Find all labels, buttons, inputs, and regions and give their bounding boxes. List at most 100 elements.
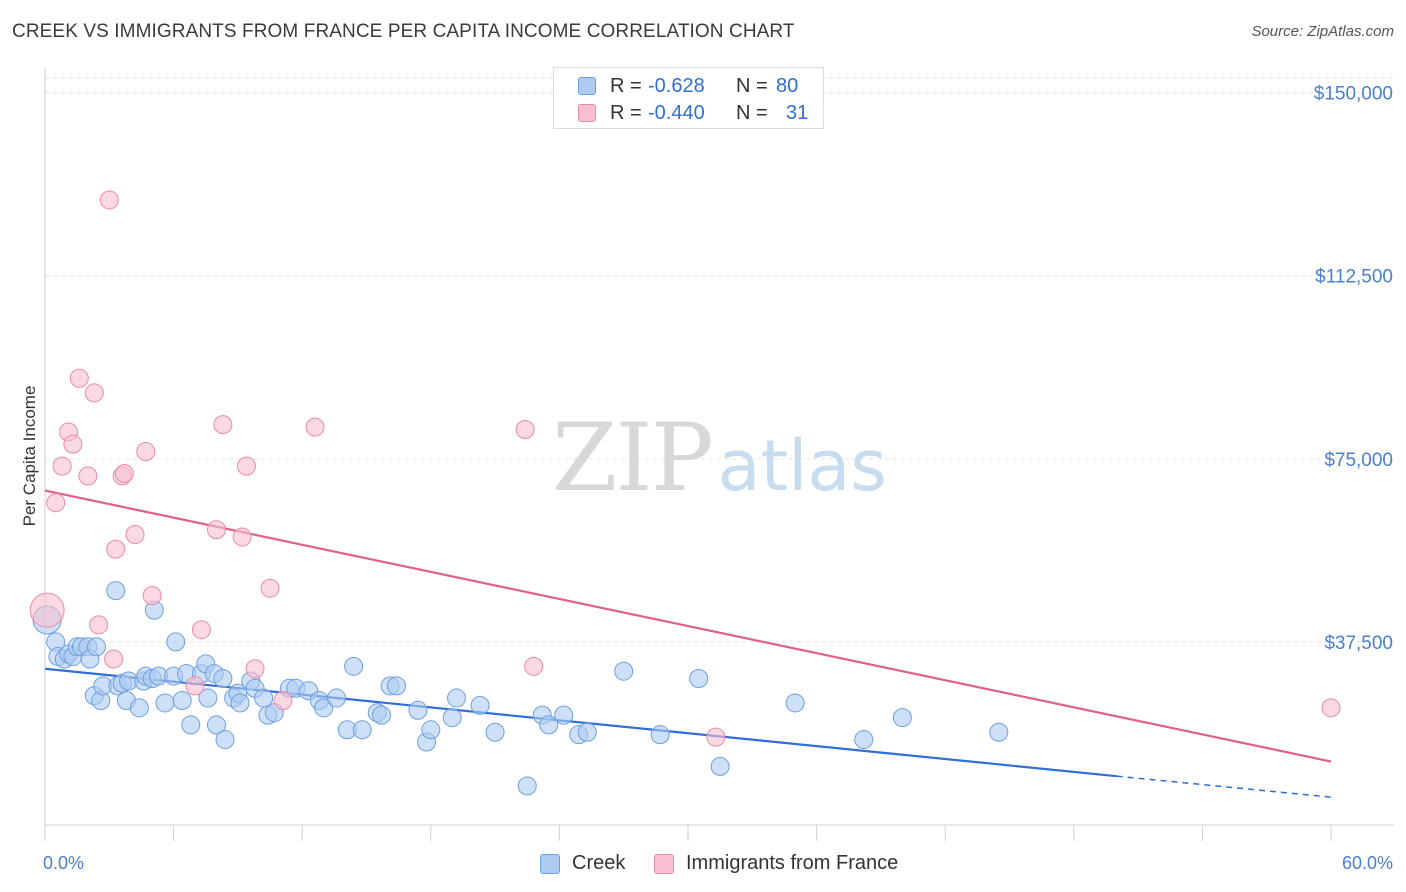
france-point bbox=[106, 539, 126, 559]
france-point bbox=[63, 434, 83, 454]
n-label: N = bbox=[736, 102, 768, 124]
france-point bbox=[29, 592, 65, 628]
creek-point bbox=[344, 656, 364, 676]
france-swatch bbox=[578, 104, 596, 122]
r-label: R = bbox=[610, 75, 642, 97]
creek-point bbox=[155, 693, 175, 713]
creek-point bbox=[86, 637, 106, 657]
france-point bbox=[706, 727, 726, 747]
creek-point bbox=[854, 730, 874, 750]
france-point bbox=[89, 615, 109, 635]
creek-point bbox=[470, 695, 490, 715]
creek-point bbox=[517, 776, 537, 796]
r-label: R = bbox=[610, 102, 642, 124]
france-point bbox=[46, 493, 66, 513]
creek-point bbox=[352, 720, 372, 740]
creek-swatch bbox=[540, 854, 560, 874]
r-value: -0.628 bbox=[648, 75, 705, 97]
creek-point bbox=[198, 688, 218, 708]
creek-point bbox=[213, 669, 233, 689]
france-point bbox=[232, 527, 252, 547]
creek-point bbox=[215, 730, 235, 750]
france-point bbox=[524, 656, 544, 676]
creek-point bbox=[230, 693, 250, 713]
france-point bbox=[52, 456, 72, 476]
creek-point bbox=[710, 756, 730, 776]
creek-point bbox=[106, 581, 126, 601]
n-value: 80 bbox=[776, 75, 799, 97]
creek-point bbox=[539, 715, 559, 735]
creek-point bbox=[181, 715, 201, 735]
creek-point bbox=[447, 688, 467, 708]
france-point bbox=[136, 442, 156, 461]
creek-point bbox=[372, 705, 392, 725]
france-point bbox=[213, 415, 233, 435]
france-trend-line bbox=[44, 489, 1332, 763]
stats-legend: R = -0.628 N = 80 R = -0.440 N = 31 bbox=[553, 67, 824, 129]
n-label: N = bbox=[736, 75, 768, 97]
creek-point bbox=[577, 722, 597, 742]
watermark: ZIPatlas bbox=[552, 404, 887, 513]
y-tick-label: $75,000 bbox=[1324, 450, 1393, 471]
france-point bbox=[78, 466, 98, 486]
france-point bbox=[104, 649, 124, 669]
legend-label-france: Immigrants from France bbox=[686, 852, 899, 874]
creek-point bbox=[314, 698, 334, 718]
france-point bbox=[245, 659, 265, 679]
watermark-zip: ZIP bbox=[552, 404, 714, 513]
creek-point bbox=[650, 725, 670, 745]
creek-point bbox=[989, 722, 1009, 742]
creek-point bbox=[442, 708, 462, 728]
y-axis-label: Per Capita Income bbox=[20, 386, 39, 527]
creek-points bbox=[32, 581, 1009, 796]
france-point bbox=[273, 691, 293, 710]
france-point bbox=[305, 417, 325, 437]
series-legend: Creek Immigrants from France bbox=[0, 852, 1406, 878]
creek-point bbox=[129, 698, 149, 718]
france-point bbox=[1321, 698, 1341, 718]
creek-trend-extension bbox=[1116, 775, 1332, 798]
r-value: -0.440 bbox=[648, 102, 705, 124]
creek-point bbox=[326, 688, 346, 708]
france-point bbox=[206, 520, 226, 540]
watermark-atlas: atlas bbox=[717, 425, 887, 507]
france-point bbox=[84, 383, 104, 403]
creek-swatch bbox=[578, 77, 596, 95]
creek-point bbox=[485, 722, 505, 742]
x-tick-label: 0.0% bbox=[43, 853, 84, 873]
france-point bbox=[260, 578, 280, 598]
y-tick-label: $112,500 bbox=[1315, 267, 1393, 288]
creek-point bbox=[614, 661, 634, 681]
y-tick-label: $37,500 bbox=[1324, 633, 1393, 654]
france-point bbox=[142, 586, 162, 606]
grid-lines bbox=[45, 77, 1394, 643]
axis-labels: $37,500 $75,000 $112,500 $150,000 0.0% 60.0% P… bbox=[20, 84, 1393, 873]
creek-point bbox=[172, 691, 192, 710]
y-tick-label: $150,000 bbox=[1314, 84, 1393, 105]
source-credit: Source: ZipAtlas.com bbox=[1251, 23, 1394, 40]
creek-point bbox=[387, 676, 407, 696]
chart-title: CREEK VS IMMIGRANTS FROM FRANCE PER CAPI… bbox=[12, 21, 795, 42]
france-point bbox=[185, 676, 205, 696]
creek-point bbox=[689, 669, 709, 689]
france-point bbox=[191, 620, 211, 640]
creek-point bbox=[785, 693, 805, 713]
france-point bbox=[114, 463, 134, 483]
france-point bbox=[69, 368, 89, 388]
france-point bbox=[236, 456, 256, 476]
creek-point bbox=[421, 720, 441, 740]
creek-point bbox=[554, 705, 574, 725]
france-point bbox=[125, 525, 145, 544]
france-point bbox=[99, 190, 119, 210]
legend-label-creek: Creek bbox=[572, 852, 626, 874]
france-point bbox=[515, 420, 535, 440]
axes bbox=[44, 68, 1394, 841]
creek-point bbox=[166, 632, 186, 652]
creek-point bbox=[206, 715, 226, 735]
n-value: 31 bbox=[786, 102, 809, 124]
creek-point bbox=[892, 708, 912, 728]
france-swatch bbox=[654, 854, 674, 874]
creek-point bbox=[408, 700, 428, 720]
x-tick-label: 60.0% bbox=[1342, 853, 1393, 873]
